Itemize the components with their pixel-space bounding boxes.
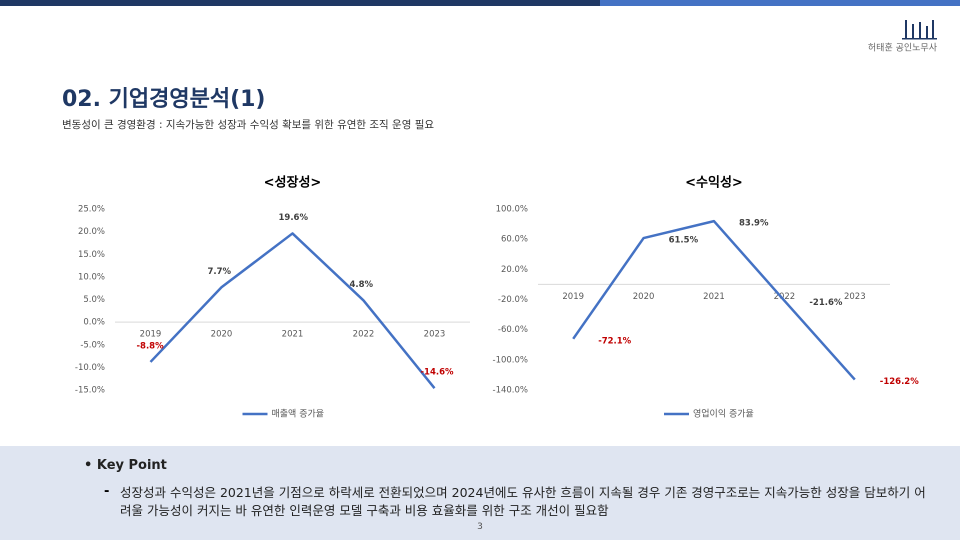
x-tick-label: 2021 — [703, 292, 725, 302]
chart-area: 허태훈 공인노무사 02. 기업경영분석(1) 변동성이 큰 경영환경 : 지속… — [0, 0, 960, 420]
data-label: -14.6% — [421, 368, 454, 378]
data-label: 61.5% — [669, 236, 699, 246]
y-tick-label: 20.0% — [78, 227, 105, 237]
logo — [902, 20, 937, 40]
x-tick-label: 2022 — [353, 330, 375, 340]
y-tick-label: -10.0% — [75, 363, 105, 373]
key-point-heading-text: Key Point — [96, 458, 167, 473]
chart-title: <성장성> — [264, 175, 322, 191]
key-point-heading: • Key Point — [84, 458, 167, 473]
x-tick-label: 2023 — [424, 330, 446, 340]
data-label: -8.8% — [137, 341, 165, 351]
data-label: 4.8% — [350, 280, 374, 290]
data-line — [149, 232, 436, 389]
data-line — [572, 219, 856, 381]
data-label: -72.1% — [598, 336, 631, 346]
top-bar — [0, 0, 600, 6]
top-bar — [600, 0, 960, 6]
subtitle: 변동성이 큰 경영환경 : 지속가능한 성장과 수익성 확보를 위한 유연한 조… — [62, 118, 434, 131]
slide-title: 02. 기업경영분석(1) — [62, 87, 266, 112]
key-point-text: 성장성과 수익성은 2021년을 기점으로 하락세로 전환되었으며 2024년에… — [120, 485, 926, 518]
y-tick-label: 60.0% — [501, 235, 528, 245]
data-label: 83.9% — [739, 219, 769, 229]
bullet-dash: - — [104, 484, 110, 499]
data-label: 7.7% — [208, 267, 232, 277]
y-tick-label: 100.0% — [496, 205, 528, 215]
page-number: 3 — [477, 522, 483, 532]
y-tick-label: -60.0% — [498, 325, 528, 335]
y-tick-label: 5.0% — [83, 295, 105, 305]
x-tick-label: 2021 — [282, 330, 304, 340]
y-tick-label: -100.0% — [493, 355, 528, 365]
y-tick-label: -5.0% — [80, 340, 105, 350]
y-tick-label: -140.0% — [493, 386, 528, 396]
chart-title: <수익성> — [685, 175, 743, 191]
y-tick-label: 10.0% — [78, 272, 105, 282]
y-tick-label: 0.0% — [83, 318, 105, 328]
x-tick-label: 2019 — [562, 292, 584, 302]
key-point-panel: • Key Point - 성장성과 수익성은 2021년을 기점으로 하락세로… — [0, 446, 960, 540]
y-tick-label: 20.0% — [501, 265, 528, 275]
x-tick-label: 2020 — [211, 330, 233, 340]
y-tick-label: 25.0% — [78, 205, 105, 215]
data-label: -126.2% — [880, 377, 919, 387]
legend-label: 영업이익 증가율 — [693, 408, 754, 420]
data-label: 19.6% — [279, 213, 309, 223]
legend-label: 매출액 증가율 — [272, 408, 325, 420]
x-tick-label: 2022 — [774, 292, 796, 302]
y-tick-label: -15.0% — [75, 386, 105, 396]
y-tick-label: 15.0% — [78, 250, 105, 260]
brand: 허태훈 공인노무사 — [868, 42, 938, 54]
y-tick-label: -20.0% — [498, 295, 528, 305]
x-tick-label: 2020 — [633, 292, 655, 302]
data-label: -21.6% — [809, 298, 842, 308]
x-tick-label: 2019 — [140, 330, 162, 340]
x-tick-label: 2023 — [844, 292, 866, 302]
